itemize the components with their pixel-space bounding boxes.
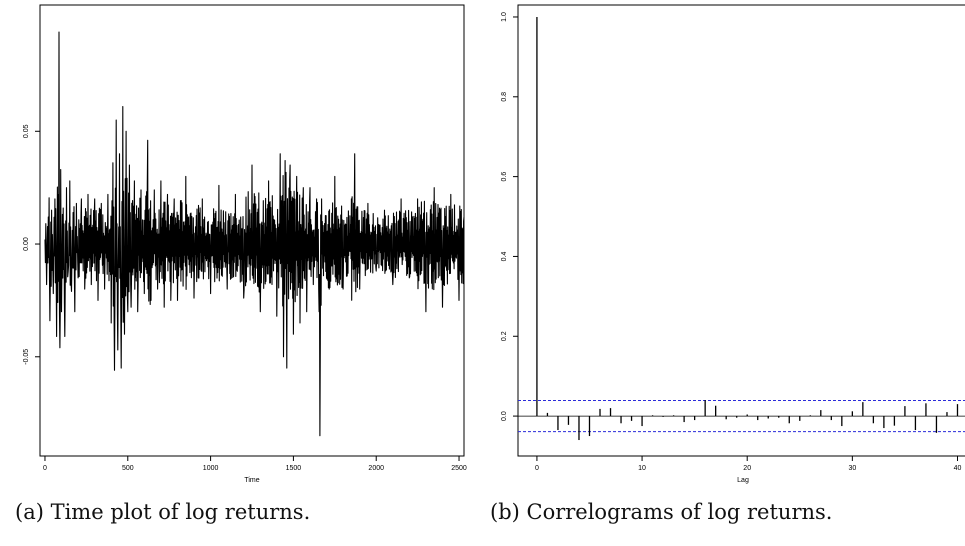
x-axis-title: Lag [737,477,749,484]
y-tick-label: 0.2 [501,331,508,341]
correlogram-panel: 0 10 20 30 40 0.0 0.2 0.4 0.6 0.8 1.0 Lag (b) Corre… [470,0,965,546]
y-tick-label: 0.05 [23,124,30,138]
time-plot-chart: 0 500 1000 1500 2000 2500 -0.05 0.00 0.05 Time [23,4,467,484]
y-tick-label: 0.6 [501,172,508,182]
x-tick-label: 40 [954,465,962,472]
time-plot-caption: (a) Time plot of log returns. [15,500,311,524]
log-return-line [44,31,465,437]
x-tick-label: 30 [848,465,856,472]
correlogram-caption: (b) Correlograms of log returns. [490,500,833,524]
correlogram-chart: 0 10 20 30 40 0.0 0.2 0.4 0.6 0.8 1.0 Lag [501,4,965,484]
y-tick-label: 0.8 [501,92,508,102]
y-tick-label: 1.0 [501,12,508,22]
y-tick-label: -0.05 [23,349,30,365]
x-tick-label: 2000 [368,465,384,472]
x-tick-label: 1000 [203,465,219,472]
y-tick-label: 0.4 [501,251,508,261]
x-tick-label: 1500 [286,465,302,472]
y-tick-label: 0.00 [23,237,30,251]
x-tick-label: 500 [122,465,134,472]
x-axis-title: Time [244,477,259,484]
x-tick-label: 0 [535,465,539,472]
x-tick-label: 10 [638,465,646,472]
plot-frame [517,4,965,457]
time-plot-panel: 0 500 1000 1500 2000 2500 -0.05 0.00 0.05 Time (a… [0,0,470,546]
y-tick-label: 0.0 [501,411,508,421]
x-tick-label: 0 [43,465,47,472]
x-tick-label: 20 [743,465,751,472]
x-tick-label: 2500 [451,465,467,472]
